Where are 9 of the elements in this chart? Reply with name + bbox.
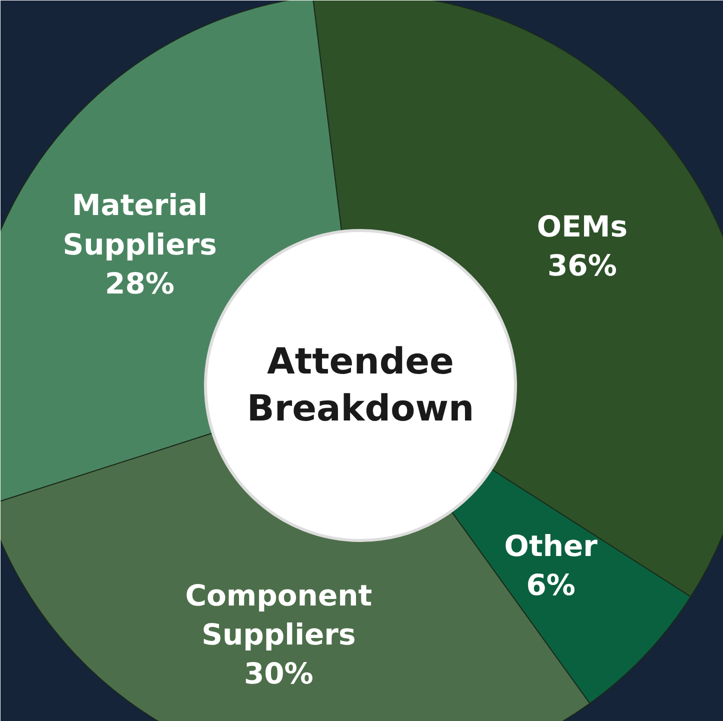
slice-label: Other — [504, 528, 598, 563]
data-label: 30% — [244, 656, 314, 690]
text: Attendee Breakdown — [246, 341, 474, 430]
slice-label: Component Suppliers — [185, 578, 372, 652]
data-label: 36% — [547, 248, 617, 282]
data-label: 6% — [526, 568, 576, 602]
data-label: 28% — [105, 266, 174, 300]
slice-label: OEMs — [536, 209, 628, 244]
slice-label: Material Suppliers — [62, 188, 217, 262]
